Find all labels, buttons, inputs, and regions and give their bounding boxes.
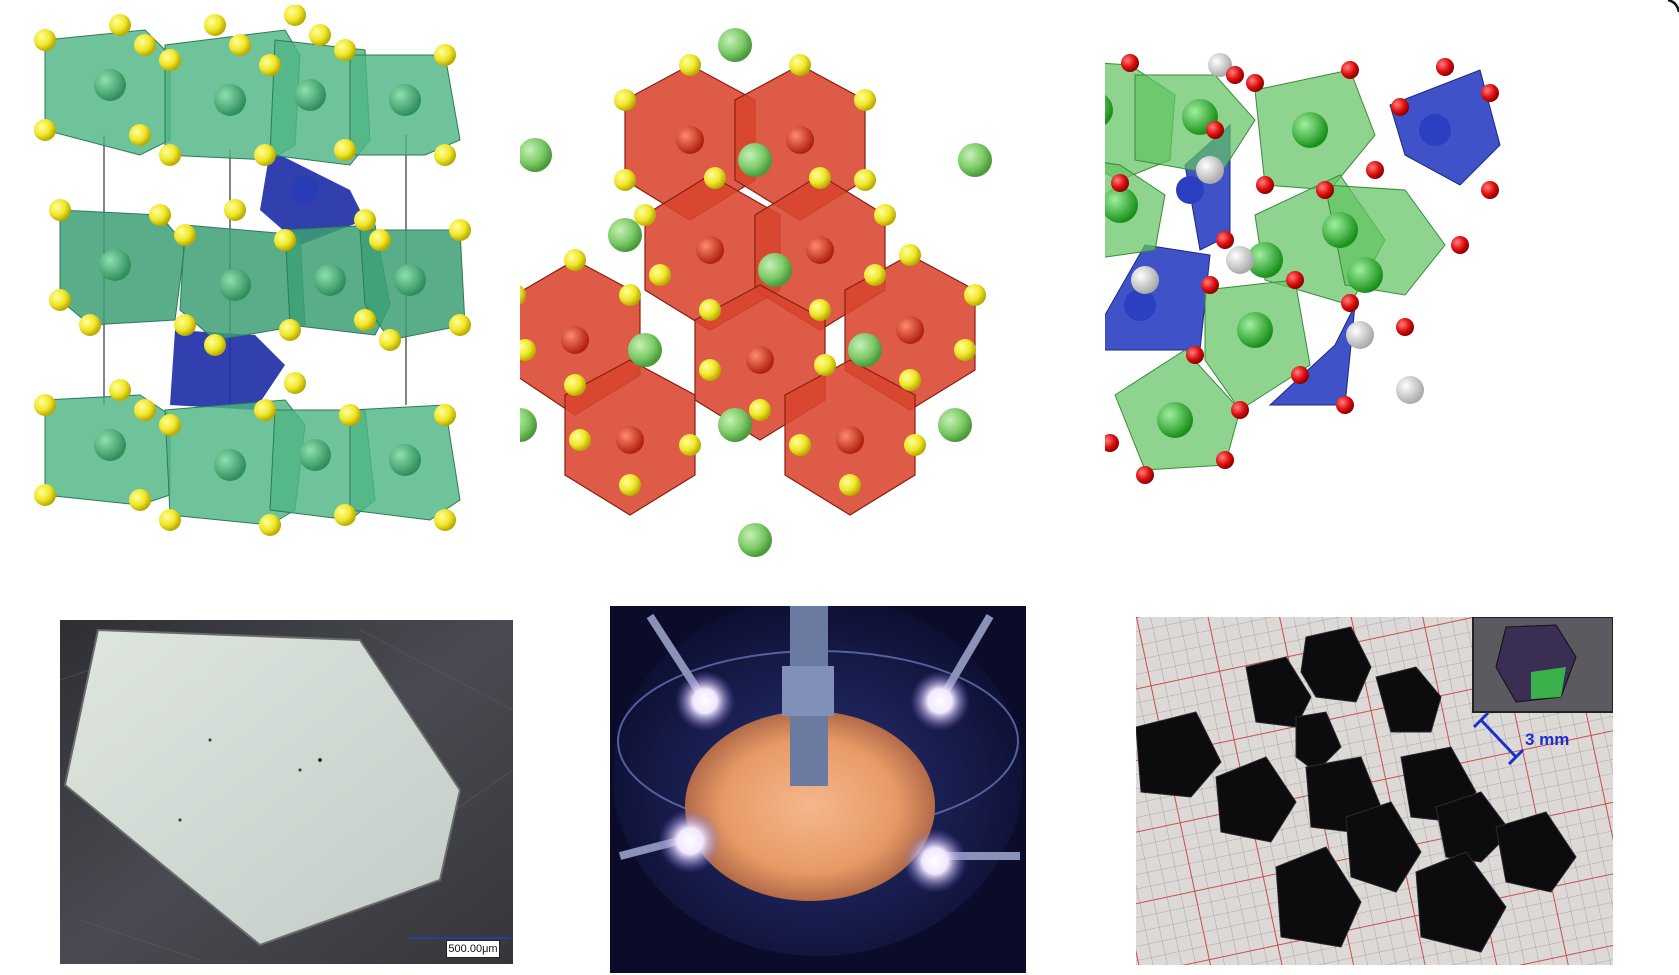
lamp-bottom-left	[658, 809, 722, 873]
lamp-bottom-right	[903, 829, 967, 893]
crystal-structure-octahedral	[520, 20, 1080, 620]
corner-decoration	[1667, 0, 1679, 13]
lamp-top-left	[675, 671, 735, 731]
micrograph-image	[60, 620, 513, 964]
crystal-growth-photo	[610, 606, 1026, 973]
crystal-platelet	[63, 628, 462, 947]
grown-crystals-photo: 3 mm	[1136, 617, 1613, 965]
layered-structure-figure	[34, 5, 471, 536]
scale-label-3mm: 3 mm	[1525, 730, 1570, 749]
scale-bar-3mm	[1472, 711, 1525, 766]
crystal-structure-layered	[20, 5, 540, 585]
tetrahedron-bottom	[170, 330, 285, 410]
framework-structure-figure	[1105, 53, 1501, 484]
crystal-structure-framework	[1105, 45, 1665, 545]
scale-bar-label: 500.00μm	[446, 940, 500, 958]
crystal-micrograph: 500.00μm	[60, 620, 513, 964]
crystals-image	[1136, 617, 1613, 965]
octahedral-structure-figure	[520, 28, 992, 557]
furnace-image	[610, 606, 1026, 973]
melt-zone	[685, 711, 935, 901]
tetra-2	[1105, 244, 1211, 351]
lamp-top-right	[910, 671, 970, 731]
